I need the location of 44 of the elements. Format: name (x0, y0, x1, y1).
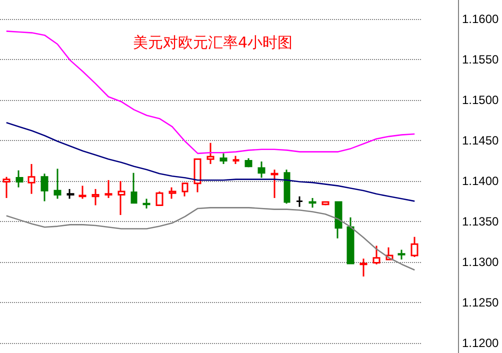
y-tick-label: 1.1550 (462, 52, 500, 67)
candlestick (308, 197, 316, 208)
y-tick-label: 1.1250 (462, 295, 500, 310)
candlestick (244, 158, 252, 168)
candlestick (40, 172, 48, 202)
candlestick (104, 179, 112, 199)
candlestick (410, 236, 418, 258)
candlestick (182, 182, 188, 198)
candlestick (220, 152, 228, 165)
text: 美元对欧元汇率4小时图 (133, 34, 293, 52)
candlestick (322, 201, 330, 206)
y-tick-label: 1.1400 (462, 174, 500, 188)
candlestick (156, 190, 164, 207)
candlestick (284, 168, 290, 204)
line-series (6, 30, 416, 154)
candlestick (168, 186, 176, 200)
candlestick (232, 155, 240, 165)
y-tick-label: 1.1450 (462, 133, 500, 148)
candlestick (54, 168, 62, 200)
candlestick (270, 168, 278, 199)
candlestick (334, 200, 342, 240)
candlestick (194, 158, 202, 194)
candlestick (66, 188, 74, 200)
candlestick (206, 142, 214, 165)
candlestick (346, 216, 354, 264)
candlestick (258, 160, 266, 178)
candlestick (28, 163, 36, 195)
candlestick (296, 196, 304, 208)
y-tick-label: 1.1200 (462, 336, 500, 350)
line-series (6, 122, 416, 202)
y-tick-label: 1.1300 (462, 254, 500, 269)
y-tick-label: 1.1500 (462, 92, 500, 107)
y-tick-label: 1.1350 (462, 214, 500, 228)
candlestick (360, 258, 368, 278)
candlestick (398, 249, 406, 260)
candlestick (118, 180, 126, 216)
candlestick (130, 172, 138, 204)
y-tick-label: 1.1600 (462, 12, 500, 26)
candlestick (142, 198, 150, 210)
candlestick (2, 176, 10, 199)
candlestick (372, 244, 380, 266)
candlestick (78, 185, 86, 200)
candlestick (92, 188, 100, 206)
candlestick (16, 170, 24, 188)
